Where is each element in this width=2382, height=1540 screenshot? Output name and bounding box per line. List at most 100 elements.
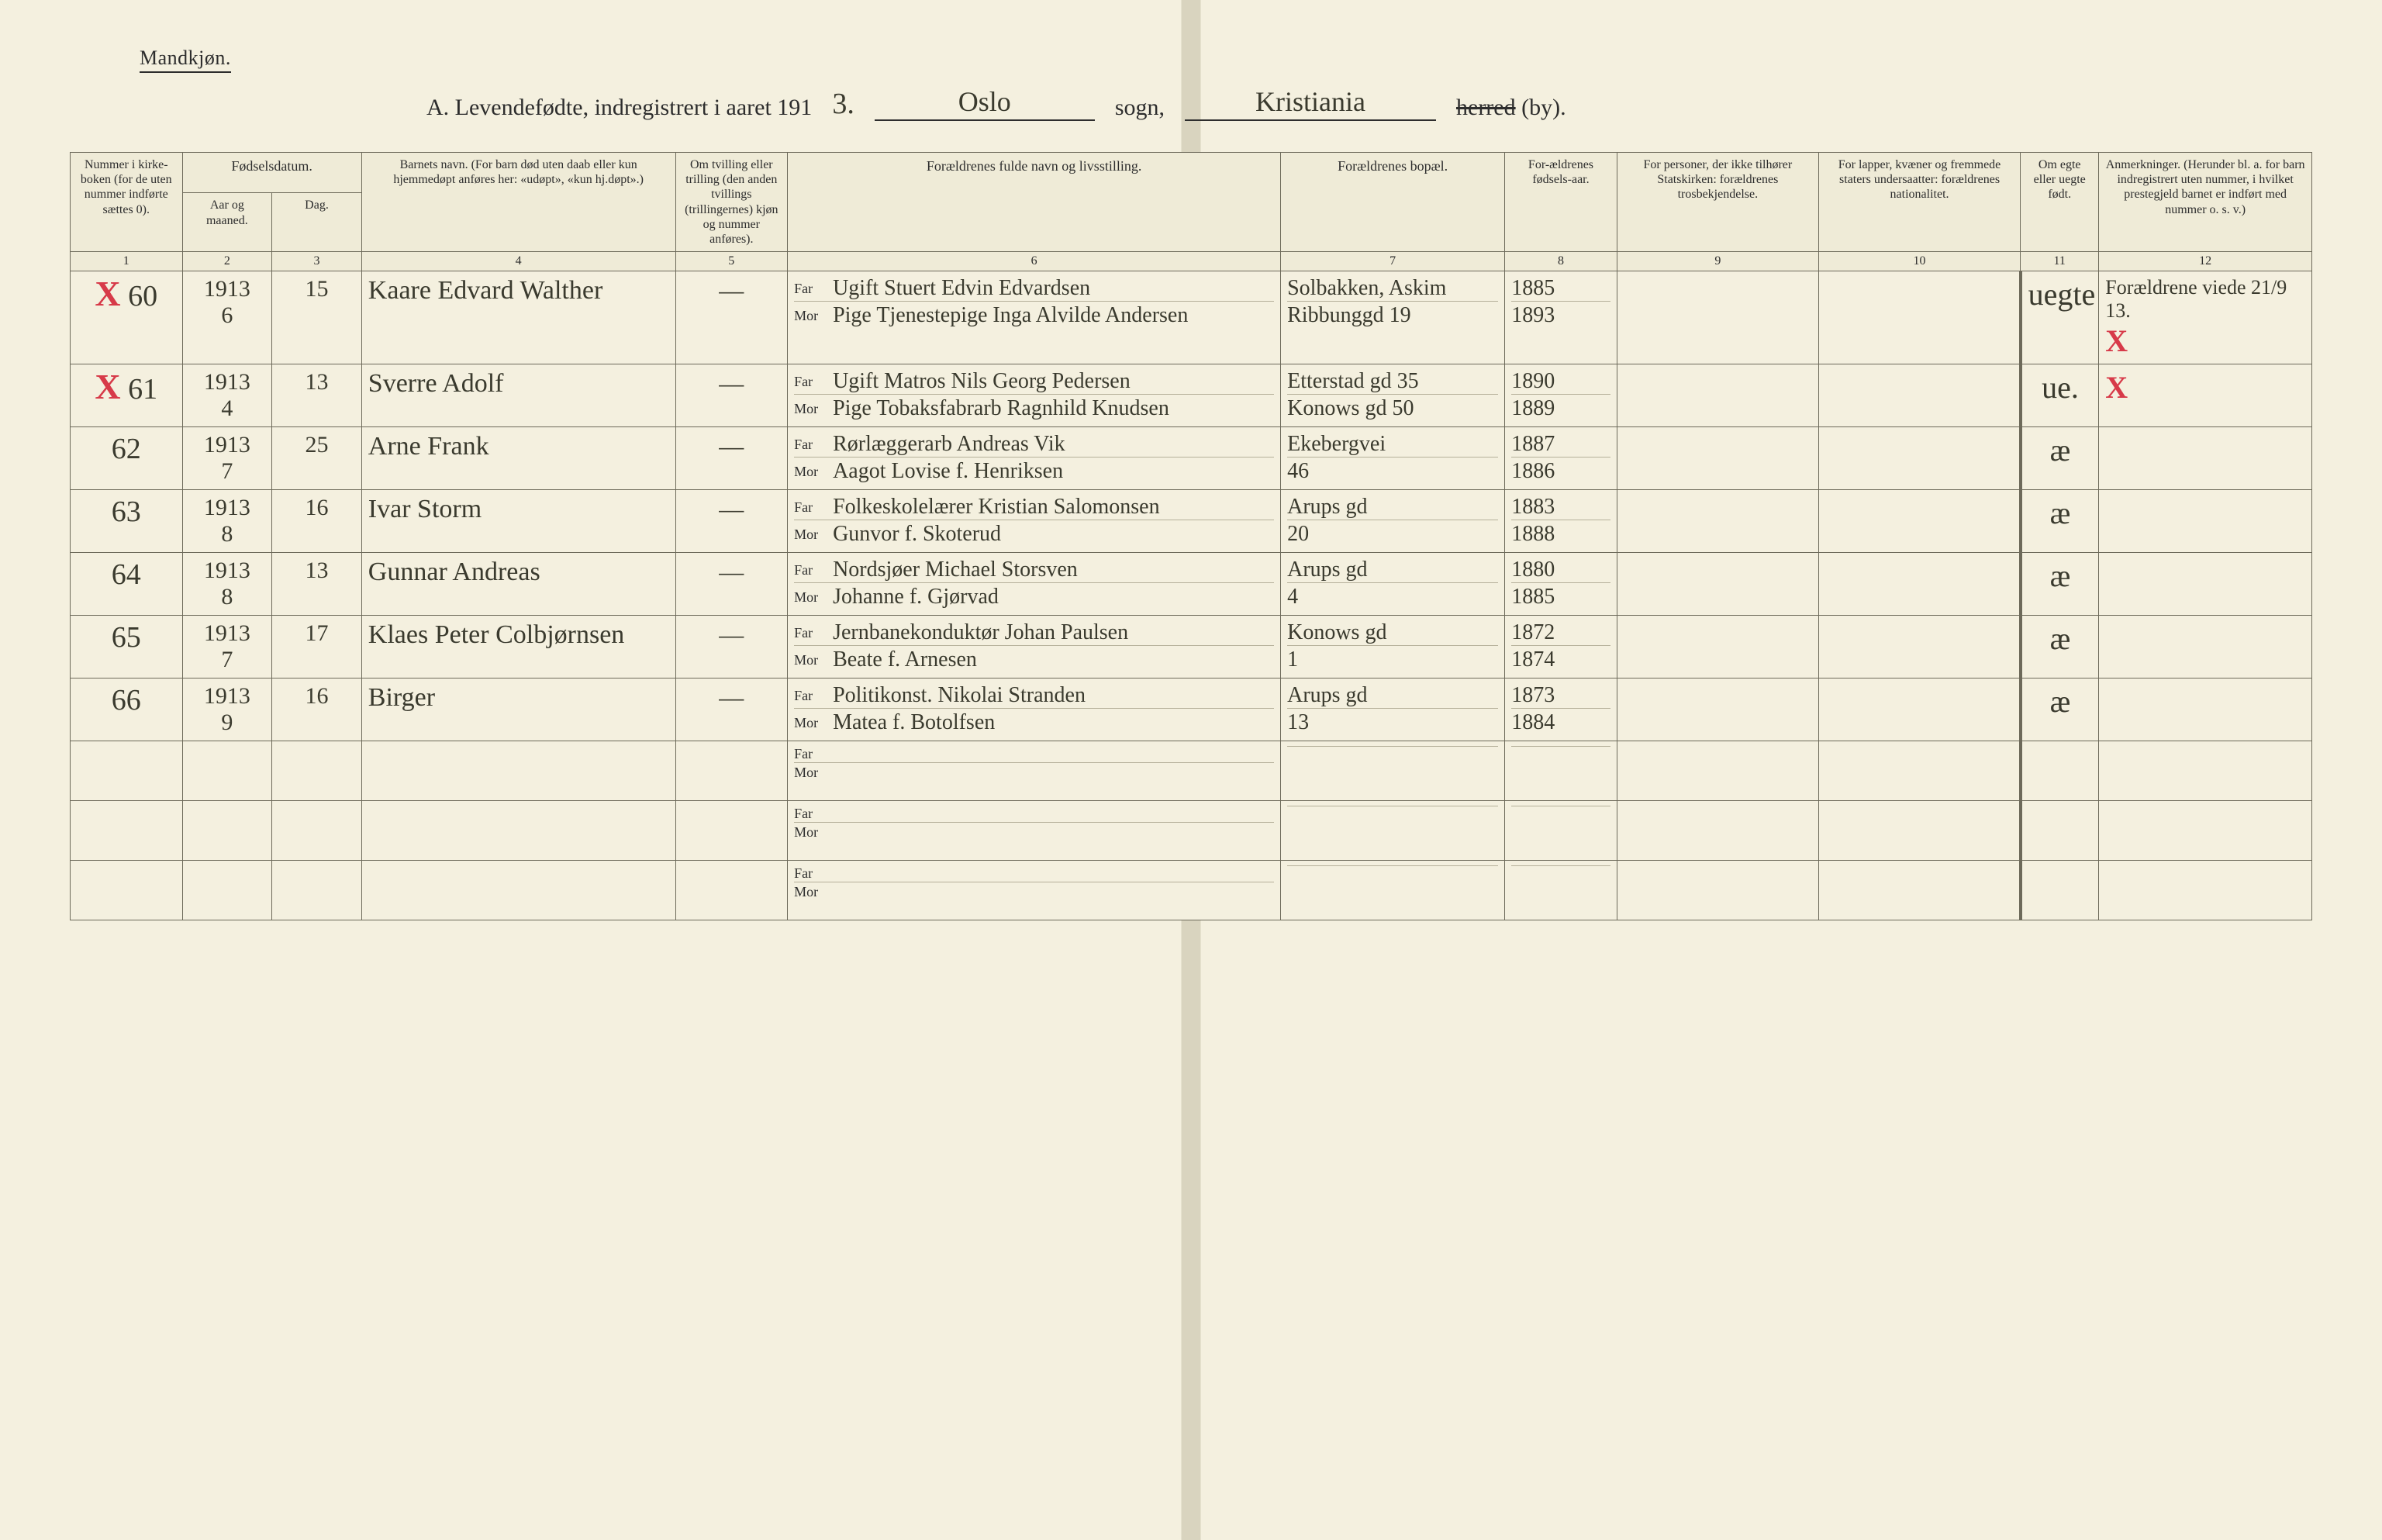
twin-status: — <box>675 364 788 427</box>
residence <box>1281 801 1505 861</box>
colnum-7: 7 <box>1281 252 1505 271</box>
parents-birthyear <box>1505 801 1617 861</box>
residence-far: Arups gd <box>1287 683 1367 708</box>
col-4-header: Barnets navn. (For barn død uten daab el… <box>361 153 675 252</box>
year-month: 19138 <box>182 553 272 616</box>
father-name: Jernbanekonduktør Johan Paulsen <box>833 620 1128 645</box>
religion <box>1617 678 1818 741</box>
parents: FarJernbanekonduktør Johan PaulsenMorBea… <box>788 616 1281 678</box>
religion <box>1617 616 1818 678</box>
table-head: Nummer i kirke-boken (for de uten nummer… <box>71 153 2312 271</box>
mor-label: Mor <box>794 527 825 543</box>
table-row: 621913725Arne Frank—FarRørlæggerarb Andr… <box>71 427 2312 490</box>
father-name: Politikonst. Nikolai Stranden <box>833 683 1086 708</box>
far-label: Far <box>794 499 825 516</box>
child-name: Ivar Storm <box>361 490 675 553</box>
parents: FarUgift Stuert Edvin EdvardsenMorPige T… <box>788 271 1281 364</box>
residence-mor: 13 <box>1287 710 1309 735</box>
far-label: Far <box>794 437 825 453</box>
parents-birthyear <box>1505 861 1617 920</box>
residence: Ekebergvei46 <box>1281 427 1505 490</box>
table-row: FarMor <box>71 741 2312 801</box>
entry-number <box>71 861 183 920</box>
entry-number <box>71 741 183 801</box>
remarks <box>2099 861 2312 920</box>
year-month: 19134 <box>182 364 272 427</box>
twin-status <box>675 741 788 801</box>
legitimacy: æ <box>2021 490 2099 553</box>
parents: FarUgift Matros Nils Georg PedersenMorPi… <box>788 364 1281 427</box>
title-prefix: A. Levendefødte, indregistrert i aaret 1… <box>426 95 812 121</box>
gender-label: Mandkjøn. <box>140 47 231 73</box>
legitimacy <box>2021 741 2099 801</box>
father-birthyear: 1872 <box>1511 620 1555 645</box>
col-12-header: Anmerkninger. (Herunder bl. a. for barn … <box>2099 153 2312 252</box>
residence-mor: 1 <box>1287 647 1298 672</box>
colnum-6: 6 <box>788 252 1281 271</box>
entry-number-value: 62 <box>112 433 141 465</box>
entry-number-value: 65 <box>112 621 141 654</box>
sogn-label: sogn, <box>1115 95 1165 121</box>
x-mark-icon: X <box>2105 369 2305 406</box>
parents: Far Folkeskolelærer Kristian Salomonsen Mo… <box>788 490 1281 553</box>
child-name: Arne Frank <box>361 427 675 490</box>
mor-label: Mor <box>794 824 825 841</box>
father-name: Ugift Stuert Edvin Edvardsen <box>833 276 1090 301</box>
parents: FarRørlæggerarb Andreas VikMorAagot Lovi… <box>788 427 1281 490</box>
father-name: Folkeskolelærer Kristian Salomonsen <box>833 495 1160 520</box>
table-row: X 601913615Kaare Edvard Walther—FarUgift… <box>71 271 2312 364</box>
mother-birthyear: 1885 <box>1511 585 1555 609</box>
residence: Solbakken, AskimRibbunggd 19 <box>1281 271 1505 364</box>
col-11-header: Om egte eller uegte født. <box>2021 153 2099 252</box>
table-row: Far Mor <box>71 861 2312 920</box>
mother-birthyear: 1886 <box>1511 459 1555 484</box>
herred-suffix: (by). <box>1521 95 1566 120</box>
col-5-header: Om tvilling eller trilling (den anden tv… <box>675 153 788 252</box>
table-row: 661913916Birger—FarPolitikonst. Nikolai … <box>71 678 2312 741</box>
nationality <box>1818 616 2020 678</box>
twin-status: — <box>675 271 788 364</box>
entry-number: 65 <box>71 616 183 678</box>
far-label: Far <box>794 865 825 882</box>
table-body: X 601913615Kaare Edvard Walther—FarUgift… <box>71 271 2312 920</box>
parents: FarPolitikonst. Nikolai StrandenMorMatea… <box>788 678 1281 741</box>
parents-birthyear: 18831888 <box>1505 490 1617 553</box>
col-9-header: For personer, der ikke tilhører Statskir… <box>1617 153 1818 252</box>
mother-birthyear: 1884 <box>1511 710 1555 735</box>
far-label: Far <box>794 281 825 297</box>
mother-name: Pige Tobaksfabrarb Ragnhild Knudsen <box>833 396 1169 421</box>
residence-far: Konows gd <box>1287 620 1386 645</box>
year-month <box>182 861 272 920</box>
residence <box>1281 861 1505 920</box>
nationality <box>1818 364 2020 427</box>
religion <box>1617 741 1818 801</box>
child-name <box>361 741 675 801</box>
remarks <box>2099 427 2312 490</box>
mor-label: Mor <box>794 652 825 668</box>
remarks: Forældrene viede 21/9 13.X <box>2099 271 2312 364</box>
entry-number: 64 <box>71 553 183 616</box>
nationality <box>1818 271 2020 364</box>
father-birthyear: 1873 <box>1511 683 1555 708</box>
mor-label: Mor <box>794 884 825 900</box>
nationality <box>1818 678 2020 741</box>
colnum-10: 10 <box>1818 252 2020 271</box>
col-fodsel-header: Fødselsdatum. <box>182 153 361 193</box>
col-8-header: For-ældrenes fødsels-aar. <box>1505 153 1617 252</box>
twin-status: — <box>675 616 788 678</box>
sogn-value: Oslo <box>875 85 1095 121</box>
remarks: X <box>2099 364 2312 427</box>
day: 16 <box>272 490 362 553</box>
col-7-header: Forældrenes bopæl. <box>1281 153 1505 252</box>
religion <box>1617 271 1818 364</box>
residence: Arups gd4 <box>1281 553 1505 616</box>
residence: Etterstad gd 35Konows gd 50 <box>1281 364 1505 427</box>
father-birthyear: 1890 <box>1511 369 1555 394</box>
mor-label: Mor <box>794 589 825 606</box>
residence-mor: 4 <box>1287 585 1298 609</box>
year-suffix: 3. <box>832 87 854 121</box>
parents: Far Mor <box>788 861 1281 920</box>
table-row: FarMor <box>71 801 2312 861</box>
register-table: Nummer i kirke-boken (for de uten nummer… <box>70 152 2312 920</box>
far-label: Far <box>794 746 825 762</box>
